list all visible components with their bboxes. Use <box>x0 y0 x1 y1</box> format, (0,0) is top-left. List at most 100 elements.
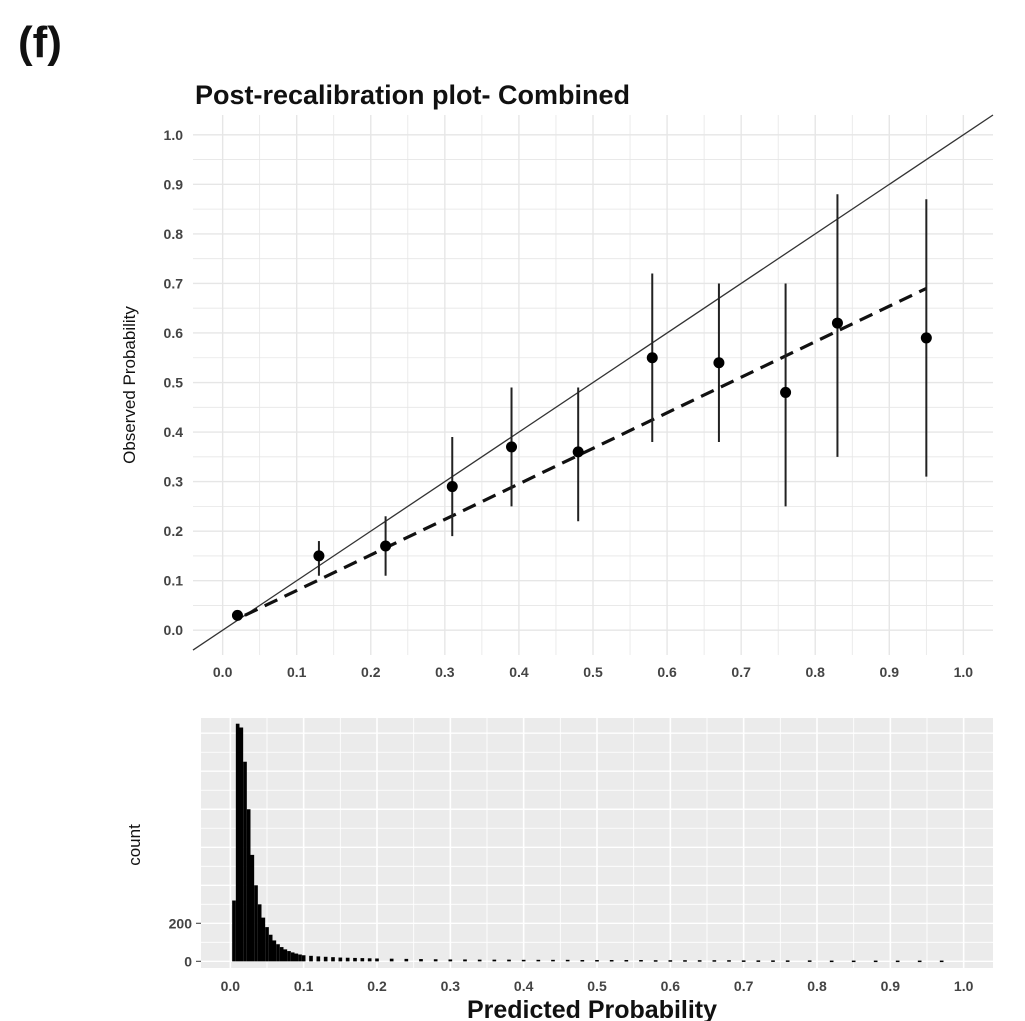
histogram-bar <box>235 723 240 962</box>
histogram-bar <box>375 958 379 962</box>
chart-title: Post-recalibration plot- Combined <box>195 80 631 110</box>
x-tick-label: 0.9 <box>881 978 901 994</box>
y-tick-label: 0.5 <box>164 375 184 391</box>
x-tick-label: 0.6 <box>657 664 677 680</box>
data-point <box>572 446 584 458</box>
histogram-bar <box>536 959 541 962</box>
histogram-bar <box>507 959 511 962</box>
x-tick-label: 0.6 <box>661 978 681 994</box>
x-tick-label: 0.4 <box>509 664 529 680</box>
x-tick-label: 0.0 <box>213 664 233 680</box>
y-axis-label: Observed Probability <box>120 306 139 464</box>
x-tick-label: 0.2 <box>361 664 381 680</box>
y-tick-label: 1.0 <box>164 127 184 143</box>
histogram-bar <box>917 960 922 963</box>
histogram-bar <box>521 959 526 962</box>
x-tick-label: 0.7 <box>734 978 754 994</box>
histogram-bar <box>360 958 365 962</box>
histogram-ticks: 0.0 0.1 0.2 0.3 0.4 0.5 0.6 0.7 0.8 0.9 1.0 0 200 <box>169 915 974 994</box>
histogram-bar <box>257 904 262 962</box>
x-tick-label: 0.9 <box>880 664 900 680</box>
histogram-bar <box>250 854 255 962</box>
x-tick-label: 0.3 <box>435 664 455 680</box>
histogram-bar <box>873 960 878 963</box>
histogram-bar <box>261 917 266 962</box>
histogram-bar <box>283 949 288 962</box>
x-tick-label: 0.1 <box>287 664 307 680</box>
calibration-curve <box>244 286 928 617</box>
x-tick-label: 0.0 <box>221 978 241 994</box>
data-point <box>646 352 658 364</box>
histogram-bar <box>712 960 717 962</box>
histogram-bar <box>345 957 350 962</box>
histogram-bar <box>807 960 812 962</box>
histogram-bar <box>683 960 687 962</box>
y-tick-label: 200 <box>169 915 193 931</box>
x-tick-label: 0.8 <box>805 664 825 680</box>
x-tick-label: 0.4 <box>514 978 534 994</box>
data-point <box>380 540 392 552</box>
histogram-bar <box>477 959 482 962</box>
x-tick-label: 0.7 <box>731 664 751 680</box>
histogram-bar <box>668 960 673 962</box>
x-axis-label: Predicted Probability <box>467 996 717 1021</box>
histogram-bar <box>246 809 251 962</box>
histogram-bar <box>595 960 599 962</box>
histogram-bar <box>265 927 269 962</box>
data-point <box>780 386 792 398</box>
data-point <box>506 441 518 453</box>
histogram-grid <box>201 718 993 968</box>
histogram-bar <box>697 960 702 962</box>
count-axis-label: count <box>125 824 144 866</box>
histogram-bar <box>232 900 236 962</box>
perfect-calibration-line <box>192 114 994 651</box>
histogram-bar <box>785 960 790 962</box>
x-tick-label: 0.1 <box>294 978 314 994</box>
histogram-bar <box>609 960 614 962</box>
histogram-bar <box>279 947 284 962</box>
data-point <box>446 481 458 493</box>
histogram-bar <box>463 959 467 962</box>
y-tick-label: 0.3 <box>164 474 184 490</box>
x-tick-label: 0.2 <box>367 978 387 994</box>
histogram-bar <box>254 885 258 962</box>
histogram-bar <box>653 960 658 962</box>
data-point <box>920 332 932 344</box>
y-tick-label: 0.4 <box>164 424 184 440</box>
histogram-bar <box>492 959 497 962</box>
data-point <box>231 609 243 621</box>
histogram-bar <box>448 959 453 962</box>
histogram-bar <box>851 960 856 963</box>
histogram-bars <box>232 723 944 963</box>
histogram-bar <box>353 957 357 962</box>
histogram-bar <box>243 761 247 962</box>
calibration-plot: 0.0 0.1 0.2 0.3 0.4 0.5 0.6 0.7 0.8 0.9 1.0 0.0 0.1 0… <box>120 114 994 680</box>
y-tick-label: 0.2 <box>164 523 184 539</box>
histogram-bar <box>239 727 244 962</box>
histogram-bar <box>276 944 280 962</box>
calibration-plot-ticks: 0.0 0.1 0.2 0.3 0.4 0.5 0.6 0.7 0.8 0.9 1.0 0.0 0.1 0… <box>164 127 974 680</box>
histogram-bar <box>939 960 944 963</box>
y-tick-label: 0.1 <box>164 573 184 589</box>
data-point <box>713 357 725 369</box>
histogram-bar <box>580 960 585 962</box>
histogram-bar <box>551 959 555 962</box>
histogram-bar <box>316 956 321 962</box>
histogram-bar <box>771 960 775 962</box>
x-tick-label: 1.0 <box>954 978 974 994</box>
y-tick-label: 0.8 <box>164 226 184 242</box>
histogram-bar <box>829 960 834 963</box>
histogram-bar <box>741 960 746 962</box>
histogram-bar <box>290 952 295 962</box>
x-tick-label: 0.3 <box>441 978 461 994</box>
x-tick-label: 0.5 <box>583 664 603 680</box>
histogram-bar <box>287 951 291 962</box>
histogram-bar <box>419 959 423 962</box>
histogram-bar <box>323 956 328 962</box>
histogram-bar <box>639 960 643 962</box>
histogram-bar <box>298 954 302 962</box>
panel-label: (f) <box>18 18 62 67</box>
x-tick-label: 1.0 <box>954 664 974 680</box>
x-tick-label: 0.5 <box>587 978 607 994</box>
